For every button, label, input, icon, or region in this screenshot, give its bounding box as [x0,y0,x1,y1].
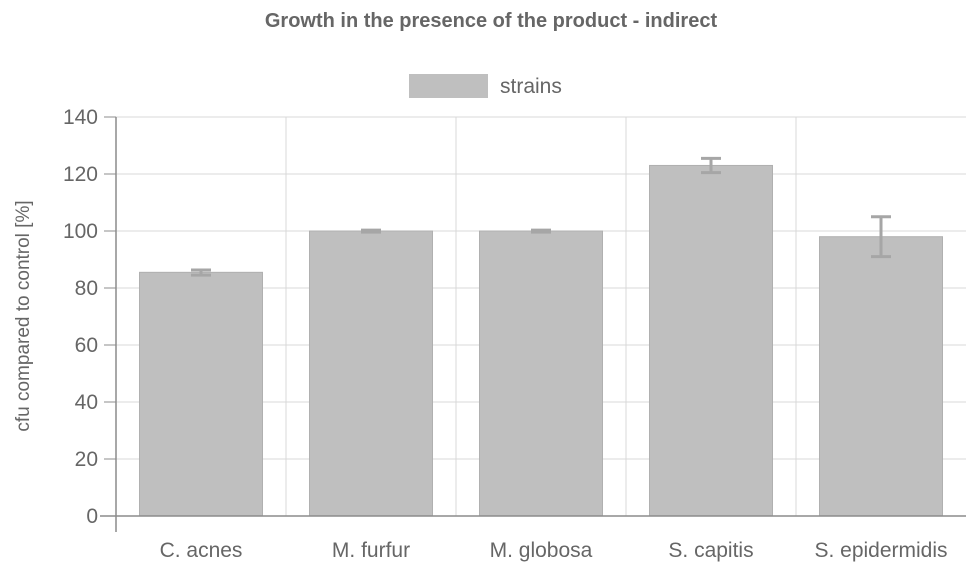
bar [649,164,773,517]
y-tick-label: 100 [63,220,98,243]
x-tick-label: S. capitis [668,539,753,562]
x-tick-label: S. epidermidis [814,539,947,562]
legend-label: strains [500,75,562,98]
axes [100,117,966,532]
error-bar [361,228,381,234]
y-tick-label: 80 [75,277,98,300]
chart-title: Growth in the presence of the product - … [265,10,718,32]
y-axis-ticks: 0 20 40 60 80 100 120 140 [63,106,116,528]
bar [309,230,433,517]
x-tick-label: M. furfur [332,539,410,562]
error-bar [531,228,551,234]
y-tick-label: 140 [63,106,98,129]
bar [479,230,603,517]
bars [139,164,943,517]
y-tick-label: 20 [75,448,98,471]
error-bars [191,156,891,277]
y-tick-label: 0 [86,505,98,528]
y-tick-label: 120 [63,163,98,186]
x-axis-ticks: C. acnes M. furfur M. globosa S. capitis S. … [160,539,948,562]
error-bar [701,156,721,175]
y-tick-label: 40 [75,391,98,414]
y-tick-label: 60 [75,334,98,357]
bar [139,271,263,517]
x-tick-label: C. acnes [160,539,243,562]
bar [819,236,943,517]
legend-swatch [409,74,488,98]
y-axis-title: cfu compared to control [%] [13,200,34,431]
error-bar [191,268,211,277]
x-tick-label: M. globosa [490,539,593,562]
error-bar [871,215,891,259]
legend: strains [409,74,562,98]
